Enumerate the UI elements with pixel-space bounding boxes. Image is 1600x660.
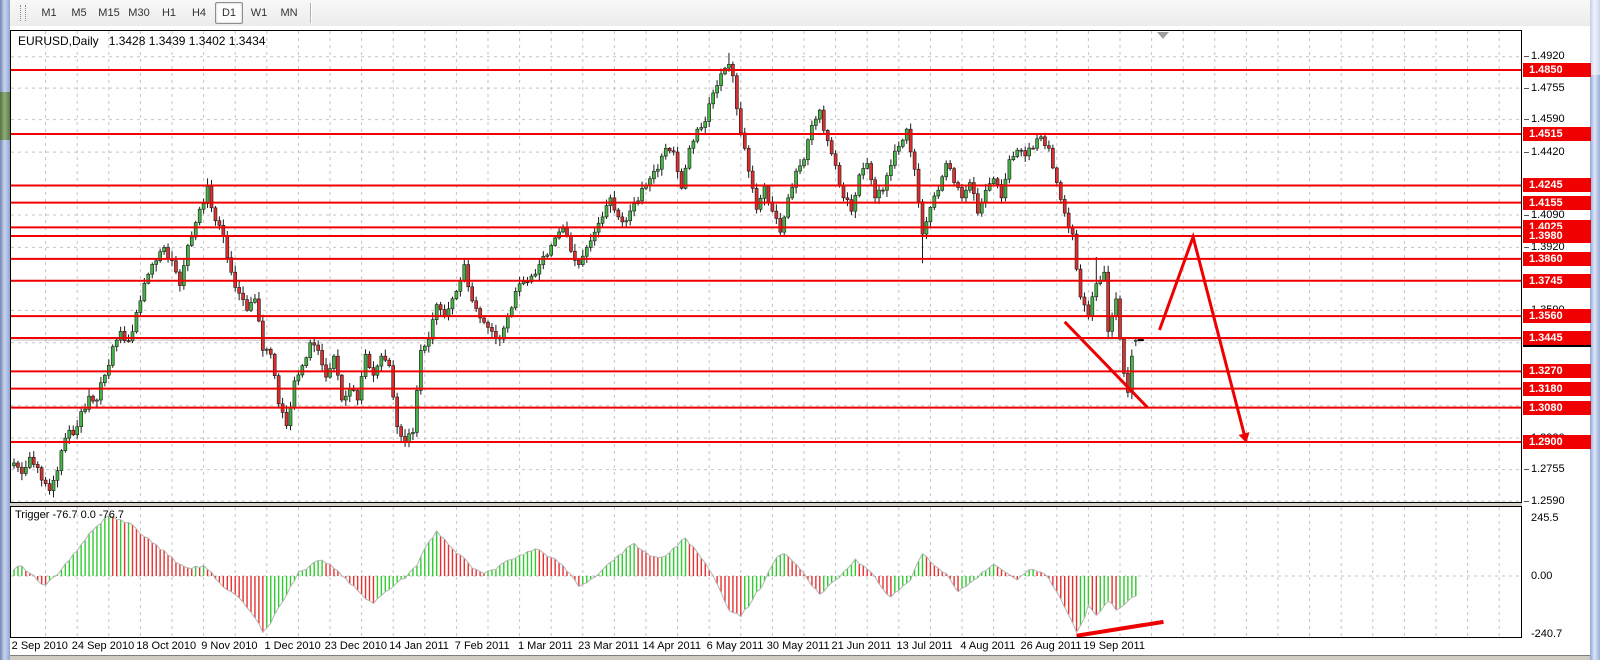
level-label-1.2900: 1.2900	[1523, 434, 1591, 449]
date-label-5: 1 Dec 2010	[264, 640, 321, 652]
date-label-16: 4 Aug 2011	[960, 640, 1016, 652]
trigger-indicator-chart[interactable]	[10, 506, 1522, 638]
price-label-1.4755: 1.4755	[1524, 82, 1565, 95]
level-label-1.4850: 1.4850	[1523, 63, 1591, 78]
price-label-1.4920: 1.4920	[1524, 50, 1565, 63]
timeframe-button-mn[interactable]: MN	[280, 7, 298, 19]
level-label-1.3560: 1.3560	[1523, 309, 1591, 324]
timeframe-button-d1[interactable]: D1	[215, 2, 243, 24]
toolbar-grip-icon[interactable]	[20, 5, 26, 21]
timeframe-button-m15[interactable]: M15	[98, 7, 120, 19]
date-label-2: 24 Sep 2010	[71, 640, 135, 652]
left-scrollbar-thumb[interactable]	[0, 92, 10, 140]
timeframe-button-m5[interactable]: M5	[71, 7, 87, 19]
price-axis: 1.4920 1.4755 1.4590 1.4420 1.4090 1.3920 1.35…	[1522, 30, 1591, 660]
date-label-7: 14 Jan 2011	[389, 640, 449, 652]
price-label-1.4090: 1.4090	[1524, 209, 1565, 222]
date-label-17: 26 Aug 2011	[1020, 640, 1082, 652]
candlestick-chart[interactable]	[10, 30, 1522, 503]
date-label-14: 21 Jun 2011	[831, 640, 892, 652]
price-label-1.4420: 1.4420	[1524, 146, 1565, 159]
date-label-6: 23 Dec 2010	[324, 640, 387, 652]
date-label-3: 18 Oct 2010	[136, 640, 197, 652]
level-label-1.3080: 1.3080	[1523, 400, 1591, 415]
window-bottom-edge	[10, 655, 1590, 660]
date-label-9: 1 Mar 2011	[517, 640, 573, 652]
date-label-12: 6 May 2011	[706, 640, 764, 652]
date-label-15: 13 Jul 2011	[896, 640, 953, 652]
level-label-1.4515: 1.4515	[1523, 126, 1591, 141]
price-label-1.2755: 1.2755	[1524, 463, 1565, 476]
level-label-1.3445: 1.3445	[1523, 331, 1591, 346]
timeframe-button-h4[interactable]: H4	[191, 7, 207, 19]
date-label-13: 30 May 2011	[766, 640, 830, 652]
panel-separator[interactable]	[10, 503, 1522, 506]
symbol-period-label: EURUSD,Daily	[18, 34, 99, 48]
timeframe-button-m30[interactable]: M30	[128, 7, 150, 19]
indicator-scale-max: 245.5	[1531, 512, 1559, 524]
date-label-11: 14 Apr 2011	[642, 640, 702, 652]
date-label-4: 9 Nov 2010	[201, 640, 258, 652]
right-scrollbar-track	[1590, 0, 1600, 75]
timeframe-toolbar: M1 M5 M15 M30 H1 H4 D1 W1 MN	[10, 0, 1590, 27]
chart-window: 1.4920 1.4755 1.4590 1.4420 1.4090 1.3920 1.35…	[10, 26, 1591, 660]
date-label-1: 2 Sep 2010	[11, 640, 68, 652]
toolbar-separator	[310, 3, 312, 23]
date-label-10: 23 Mar 2011	[578, 640, 640, 652]
timeframe-buttons: M1 M5 M15 M30 H1 H4 D1 W1 MN	[34, 2, 304, 24]
level-label-1.3180: 1.3180	[1523, 381, 1591, 396]
ohlc-values: 1.3428 1.3439 1.3402 1.3434	[108, 34, 266, 48]
level-label-1.4155: 1.4155	[1523, 195, 1591, 210]
level-label-1.3270: 1.3270	[1523, 364, 1591, 379]
level-label-1.3860: 1.3860	[1523, 251, 1591, 266]
date-label-18: 19 Sep 2011	[1083, 640, 1145, 652]
level-label-1.3745: 1.3745	[1523, 273, 1591, 288]
price-label-1.2590: 1.2590	[1524, 495, 1565, 508]
price-label-1.4590: 1.4590	[1524, 113, 1565, 126]
date-label-8: 7 Feb 2011	[454, 640, 510, 652]
workspace-right-scrollbar[interactable]	[1590, 0, 1600, 660]
price-label-1.3920: 1.3920	[1524, 241, 1565, 254]
level-label-1.3980: 1.3980	[1523, 228, 1591, 243]
chart-header: EURUSD,Daily 1.3428 1.3439 1.3402 1.3434	[18, 34, 266, 48]
indicator-scale-zero: 0.00	[1531, 570, 1553, 582]
level-label-1.4245: 1.4245	[1523, 178, 1591, 193]
indicator-scale-min: -240.7	[1531, 628, 1563, 640]
timeframe-button-h1[interactable]: H1	[161, 7, 177, 19]
indicator-label: Trigger -76.7 0.0 -76.7	[15, 509, 125, 521]
timeframe-button-m1[interactable]: M1	[41, 7, 57, 19]
date-axis: 2 Sep 2010 24 Sep 2010 18 Oct 2010 9 Nov 20…	[10, 638, 1590, 655]
timeframe-button-w1[interactable]: W1	[250, 7, 268, 19]
workspace-left-scrollbar[interactable]	[0, 0, 10, 660]
